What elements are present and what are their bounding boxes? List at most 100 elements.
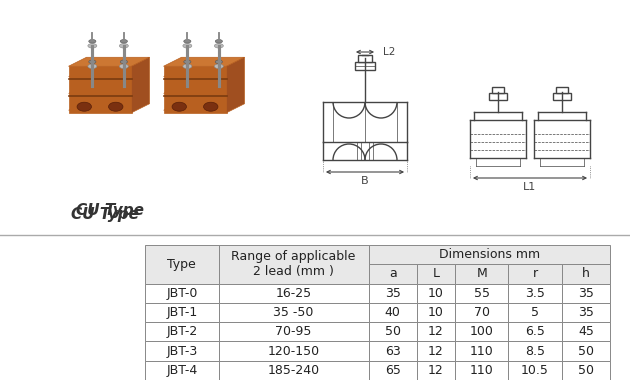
Bar — [553, 93, 571, 100]
Polygon shape — [168, 84, 243, 90]
Bar — [562, 361, 610, 380]
Bar — [219, 322, 369, 341]
Ellipse shape — [88, 44, 97, 48]
Text: CU Type: CU Type — [71, 207, 139, 222]
Polygon shape — [69, 57, 149, 66]
Ellipse shape — [183, 64, 192, 68]
Bar — [417, 264, 455, 283]
Text: 45: 45 — [578, 325, 594, 338]
Ellipse shape — [215, 60, 222, 63]
Bar — [369, 361, 417, 380]
Bar — [145, 303, 219, 322]
Text: 110: 110 — [470, 364, 493, 377]
Text: 35: 35 — [578, 287, 594, 300]
Text: 50: 50 — [578, 364, 594, 377]
Polygon shape — [164, 57, 244, 66]
Ellipse shape — [214, 44, 224, 48]
Bar — [455, 264, 508, 283]
Bar — [219, 303, 369, 322]
Text: Type: Type — [168, 258, 196, 271]
Bar — [455, 303, 508, 322]
Bar — [417, 341, 455, 361]
FancyBboxPatch shape — [358, 55, 372, 62]
Text: r: r — [532, 268, 537, 280]
Text: 16-25: 16-25 — [275, 287, 312, 300]
Text: 65: 65 — [385, 364, 401, 377]
Text: JBT-2: JBT-2 — [166, 325, 197, 338]
Bar — [508, 322, 562, 341]
Text: 55: 55 — [474, 287, 490, 300]
Text: 70-95: 70-95 — [275, 325, 312, 338]
Text: JBT-4: JBT-4 — [166, 364, 197, 377]
Bar — [455, 322, 508, 341]
Bar — [369, 341, 417, 361]
Ellipse shape — [172, 102, 186, 111]
Bar — [455, 283, 508, 303]
Ellipse shape — [184, 40, 191, 43]
Text: 50: 50 — [385, 325, 401, 338]
Text: a: a — [389, 268, 397, 280]
Text: 35: 35 — [578, 306, 594, 319]
Text: Dimensions mm: Dimensions mm — [438, 248, 540, 261]
Bar — [369, 303, 417, 322]
Text: L1: L1 — [524, 182, 537, 192]
Text: 3.5: 3.5 — [525, 287, 545, 300]
Text: 6.5: 6.5 — [525, 325, 545, 338]
Ellipse shape — [119, 44, 129, 48]
Text: L2: L2 — [383, 47, 396, 57]
Polygon shape — [69, 107, 136, 110]
Ellipse shape — [77, 102, 91, 111]
Bar — [508, 264, 562, 283]
Bar — [417, 322, 455, 341]
Polygon shape — [69, 74, 136, 77]
Bar — [145, 361, 219, 380]
Text: 40: 40 — [385, 306, 401, 319]
Ellipse shape — [214, 64, 224, 68]
Bar — [145, 245, 219, 283]
Polygon shape — [168, 67, 243, 74]
Bar — [508, 341, 562, 361]
Text: B: B — [361, 176, 369, 186]
Text: 10.5: 10.5 — [521, 364, 549, 377]
Text: 5: 5 — [531, 306, 539, 319]
Text: 70: 70 — [474, 306, 490, 319]
Bar — [219, 283, 369, 303]
Bar — [369, 283, 417, 303]
Polygon shape — [164, 90, 231, 93]
Polygon shape — [164, 74, 231, 77]
Text: 10: 10 — [428, 287, 444, 300]
Text: 12: 12 — [428, 364, 444, 377]
Text: 35 -50: 35 -50 — [273, 306, 314, 319]
Bar — [369, 322, 417, 341]
Polygon shape — [164, 107, 231, 110]
Polygon shape — [168, 101, 243, 107]
Ellipse shape — [119, 64, 129, 68]
Ellipse shape — [183, 44, 192, 48]
Text: 63: 63 — [385, 345, 401, 358]
Bar — [562, 303, 610, 322]
Bar — [562, 264, 610, 283]
Text: 8.5: 8.5 — [525, 345, 545, 358]
Ellipse shape — [88, 64, 97, 68]
FancyBboxPatch shape — [355, 62, 375, 70]
Text: L: L — [432, 268, 440, 280]
Bar — [219, 341, 369, 361]
Bar — [492, 87, 504, 93]
Bar — [417, 283, 455, 303]
Bar — [417, 303, 455, 322]
Ellipse shape — [184, 60, 191, 63]
Bar — [508, 361, 562, 380]
Bar — [369, 245, 610, 264]
Bar — [369, 264, 417, 283]
Ellipse shape — [120, 60, 127, 63]
Polygon shape — [73, 67, 147, 74]
Bar — [219, 361, 369, 380]
Bar — [562, 322, 610, 341]
Ellipse shape — [89, 60, 96, 63]
Polygon shape — [69, 66, 132, 113]
Bar — [562, 283, 610, 303]
Text: Range of applicable
2 lead (mm ): Range of applicable 2 lead (mm ) — [231, 250, 356, 278]
Bar — [508, 303, 562, 322]
Text: M: M — [476, 268, 487, 280]
Ellipse shape — [89, 40, 96, 43]
